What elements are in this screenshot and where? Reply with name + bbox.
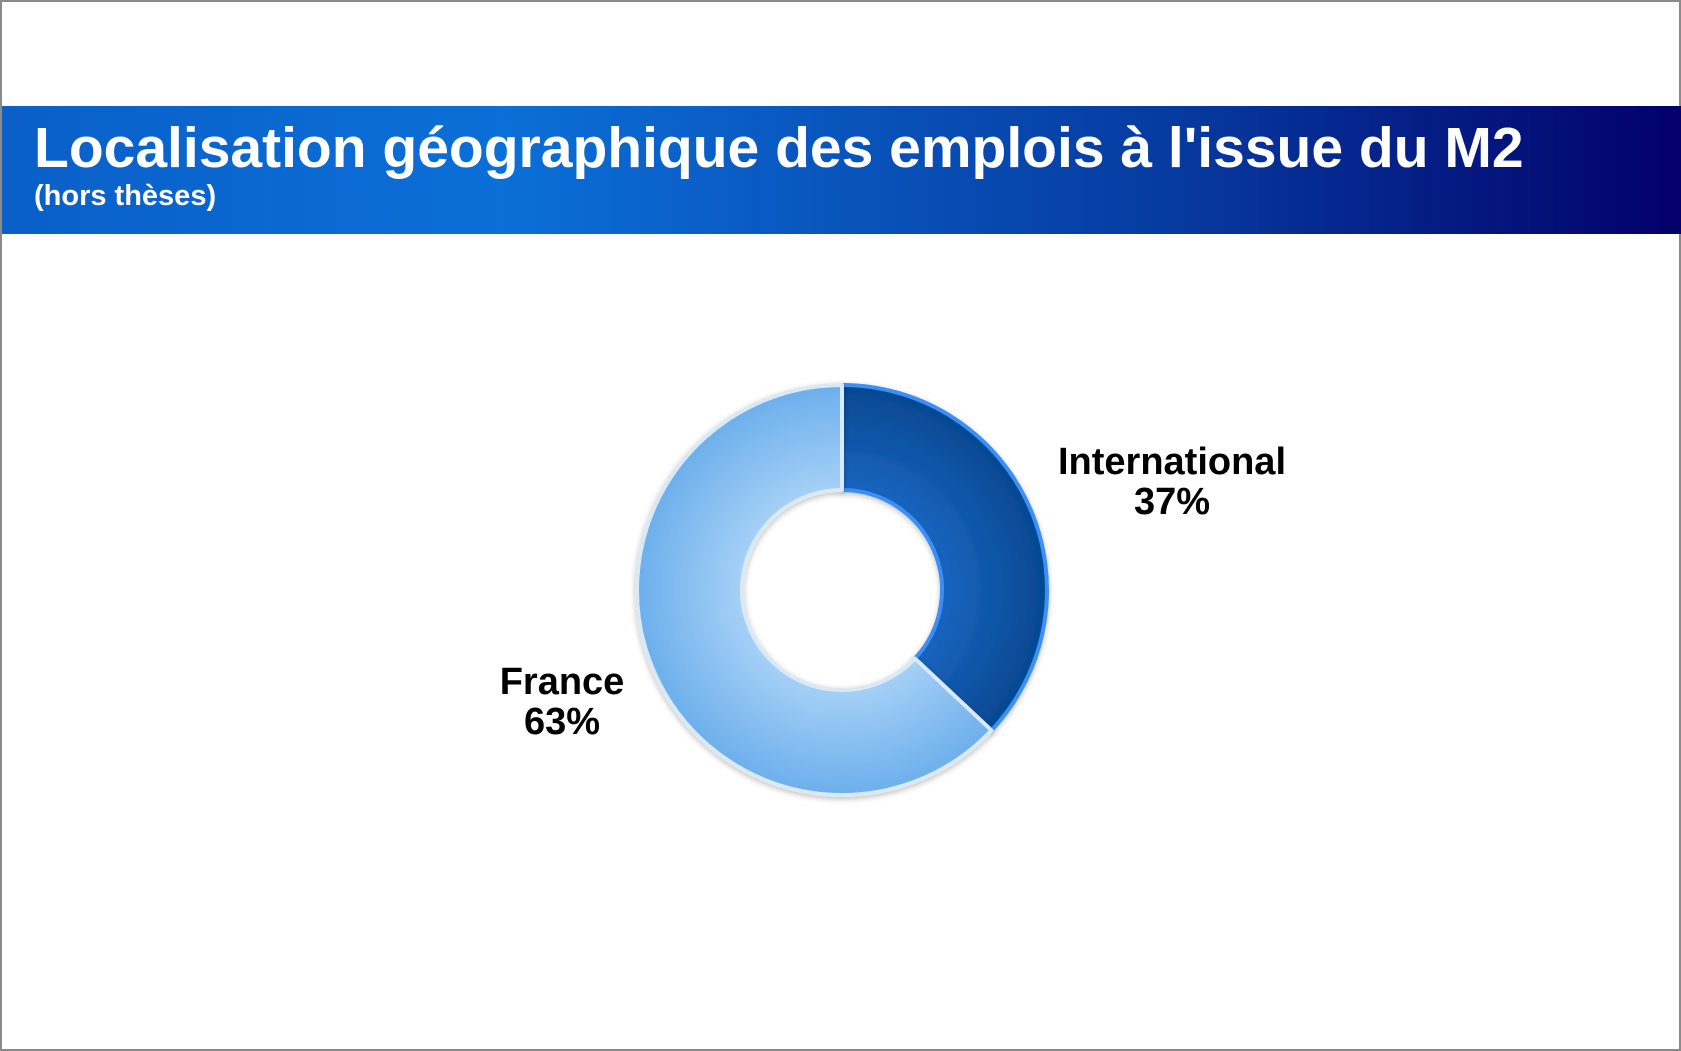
chart-subtitle: (hors thèses) [34,180,217,212]
slice-category-label: International [1058,441,1286,483]
donut-slice-international [840,383,1049,733]
slice-category-label: France [500,661,625,703]
chart-title: Localisation géographique des emplois à … [34,116,1524,180]
slice-label-international: International 37% [1058,441,1286,523]
donut-slice-france [635,383,994,797]
title-band: Localisation géographique des emplois à … [2,106,1681,234]
slice-label-france: France 63% [500,661,625,743]
slice-value-label: 37% [1134,481,1210,523]
slices-layer [635,383,1049,797]
slice-value-label: 63% [524,701,600,743]
labels-layer: International 37% France 63% [500,441,1286,743]
